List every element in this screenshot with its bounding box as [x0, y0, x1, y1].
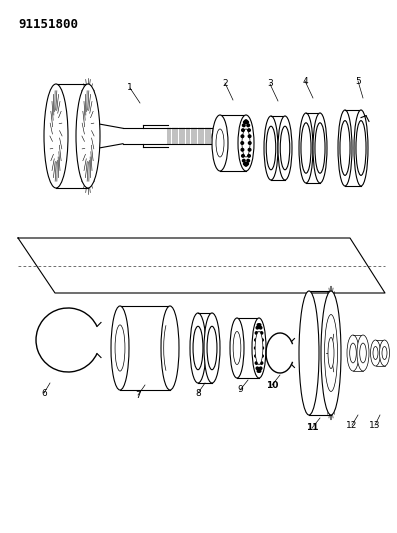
Ellipse shape: [321, 291, 341, 415]
Ellipse shape: [161, 306, 179, 390]
Text: 6: 6: [41, 389, 47, 398]
Circle shape: [245, 164, 247, 166]
Ellipse shape: [278, 116, 292, 180]
Ellipse shape: [207, 326, 217, 370]
Ellipse shape: [313, 113, 327, 183]
Circle shape: [243, 124, 245, 127]
Circle shape: [254, 347, 257, 349]
Text: 12: 12: [346, 421, 358, 430]
Ellipse shape: [238, 115, 254, 171]
Ellipse shape: [212, 128, 218, 144]
Circle shape: [256, 367, 258, 369]
Ellipse shape: [233, 332, 241, 365]
Circle shape: [257, 324, 260, 326]
Circle shape: [258, 324, 261, 326]
Text: 91151800: 91151800: [18, 18, 78, 31]
Circle shape: [248, 135, 251, 138]
Ellipse shape: [204, 313, 220, 383]
Ellipse shape: [76, 84, 100, 188]
Text: 11: 11: [306, 424, 318, 432]
Circle shape: [241, 142, 243, 144]
Circle shape: [246, 163, 249, 165]
Circle shape: [255, 339, 257, 341]
Text: 8: 8: [195, 389, 201, 398]
Ellipse shape: [382, 346, 387, 359]
Circle shape: [243, 159, 245, 162]
Circle shape: [257, 370, 260, 372]
Circle shape: [243, 163, 246, 165]
Text: 3: 3: [267, 79, 273, 88]
Ellipse shape: [380, 340, 389, 366]
Text: 2: 2: [222, 78, 228, 87]
Ellipse shape: [190, 313, 206, 383]
Ellipse shape: [373, 346, 378, 359]
Circle shape: [246, 121, 249, 124]
Circle shape: [261, 355, 263, 357]
Ellipse shape: [299, 291, 319, 415]
Text: 4: 4: [302, 77, 308, 85]
Ellipse shape: [212, 115, 228, 171]
Circle shape: [242, 129, 244, 132]
Circle shape: [241, 135, 244, 138]
Ellipse shape: [347, 335, 359, 371]
Circle shape: [256, 327, 258, 329]
Circle shape: [259, 327, 262, 329]
Ellipse shape: [324, 314, 337, 391]
Circle shape: [255, 332, 258, 334]
Ellipse shape: [356, 120, 366, 175]
Circle shape: [243, 121, 246, 124]
Circle shape: [261, 347, 264, 349]
Text: 10: 10: [266, 381, 278, 390]
Circle shape: [261, 339, 263, 341]
Ellipse shape: [230, 318, 244, 378]
Ellipse shape: [242, 129, 250, 157]
Circle shape: [255, 355, 257, 357]
Text: 7: 7: [135, 391, 141, 400]
Circle shape: [248, 155, 251, 157]
Text: 9: 9: [237, 385, 243, 394]
Ellipse shape: [340, 120, 350, 175]
Ellipse shape: [111, 306, 129, 390]
Circle shape: [260, 332, 263, 334]
Ellipse shape: [255, 332, 263, 365]
Ellipse shape: [193, 326, 203, 370]
Circle shape: [247, 124, 249, 127]
Ellipse shape: [315, 123, 325, 173]
Circle shape: [258, 370, 261, 372]
Circle shape: [259, 367, 262, 369]
Circle shape: [255, 362, 258, 364]
Circle shape: [260, 362, 263, 364]
Text: 1: 1: [127, 84, 133, 93]
Circle shape: [241, 149, 244, 151]
Ellipse shape: [370, 340, 380, 366]
Ellipse shape: [357, 335, 369, 371]
Circle shape: [249, 142, 251, 144]
Ellipse shape: [328, 337, 334, 368]
Ellipse shape: [350, 343, 356, 363]
Circle shape: [248, 149, 251, 151]
Ellipse shape: [360, 343, 366, 363]
Circle shape: [248, 129, 251, 132]
Ellipse shape: [280, 126, 290, 169]
Ellipse shape: [354, 110, 368, 186]
Circle shape: [242, 155, 244, 157]
Ellipse shape: [44, 84, 68, 188]
Ellipse shape: [338, 110, 352, 186]
Ellipse shape: [216, 129, 224, 157]
Ellipse shape: [266, 126, 276, 169]
Text: 13: 13: [369, 421, 381, 430]
Ellipse shape: [252, 318, 266, 378]
Ellipse shape: [301, 123, 311, 173]
Text: 5: 5: [355, 77, 361, 85]
Ellipse shape: [264, 116, 278, 180]
Circle shape: [247, 159, 249, 162]
Circle shape: [245, 120, 247, 123]
Ellipse shape: [115, 325, 125, 371]
Ellipse shape: [299, 113, 313, 183]
